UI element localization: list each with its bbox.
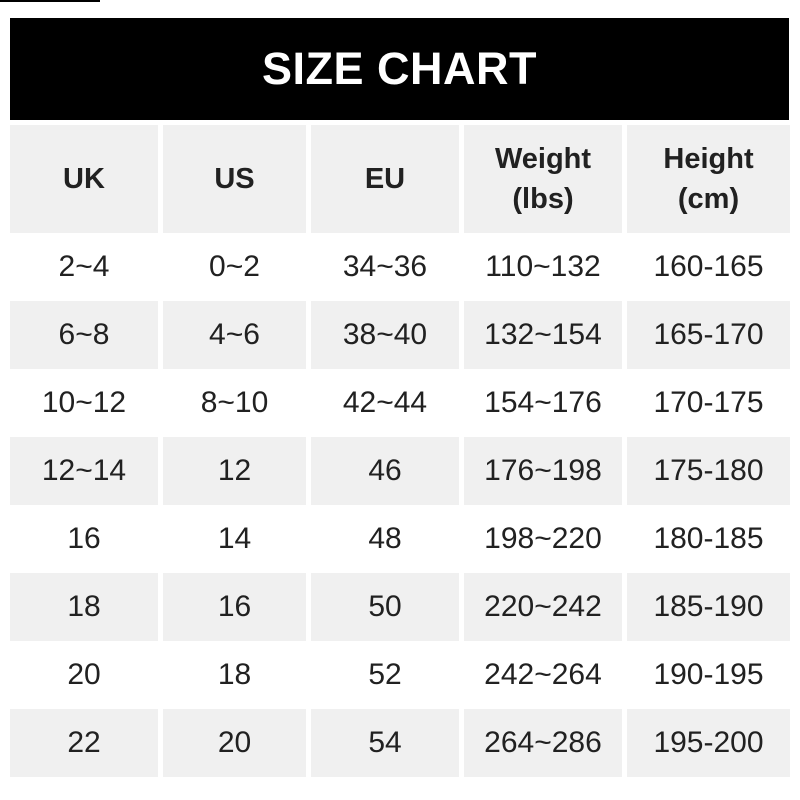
table-cell: 180-185 bbox=[627, 505, 790, 573]
table-cell: 264~286 bbox=[464, 709, 622, 777]
table-cell: 10~12 bbox=[10, 369, 158, 437]
table-cell: 20 bbox=[163, 709, 306, 777]
table-cell: 38~40 bbox=[311, 301, 459, 369]
column-header-label: US bbox=[214, 162, 255, 195]
table-cell: 14 bbox=[163, 505, 306, 573]
column-header-unit: (cm) bbox=[677, 183, 740, 215]
table-cell: 22 bbox=[10, 709, 158, 777]
table-cell: 176~198 bbox=[464, 437, 622, 505]
size-chart-banner: SIZE CHART bbox=[10, 18, 789, 120]
top-left-edge-line bbox=[0, 0, 100, 2]
column-header-label: Height bbox=[663, 142, 754, 175]
table-cell: 220~242 bbox=[464, 573, 622, 641]
table-cell: 34~36 bbox=[311, 233, 459, 301]
table-cell: 50 bbox=[311, 573, 459, 641]
table-cell: 110~132 bbox=[464, 233, 622, 301]
table-cell: 154~176 bbox=[464, 369, 622, 437]
column-header-eu: EU bbox=[311, 125, 459, 233]
table-cell: 16 bbox=[163, 573, 306, 641]
table-cell: 170-175 bbox=[627, 369, 790, 437]
table-cell: 18 bbox=[10, 573, 158, 641]
column-header-label: EU bbox=[364, 162, 406, 195]
table-cell: 175-180 bbox=[627, 437, 790, 505]
column-header-us: US bbox=[163, 125, 306, 233]
table-cell: 190-195 bbox=[627, 641, 790, 709]
size-chart-table: UK US EU Weight (lbs) Height (cm) 2~4 0~2… bbox=[10, 125, 790, 777]
table-cell: 52 bbox=[311, 641, 459, 709]
table-cell: 46 bbox=[311, 437, 459, 505]
table-cell: 0~2 bbox=[163, 233, 306, 301]
column-header-weight: Weight (lbs) bbox=[464, 125, 622, 233]
table-cell: 12 bbox=[163, 437, 306, 505]
table-cell: 132~154 bbox=[464, 301, 622, 369]
table-cell: 42~44 bbox=[311, 369, 459, 437]
table-cell: 48 bbox=[311, 505, 459, 573]
page-title: SIZE CHART bbox=[262, 43, 537, 94]
table-cell: 12~14 bbox=[10, 437, 158, 505]
table-cell: 2~4 bbox=[10, 233, 158, 301]
table-cell: 20 bbox=[10, 641, 158, 709]
table-cell: 8~10 bbox=[163, 369, 306, 437]
table-cell: 198~220 bbox=[464, 505, 622, 573]
column-header-unit: (lbs) bbox=[512, 183, 574, 215]
table-cell: 16 bbox=[10, 505, 158, 573]
table-cell: 195-200 bbox=[627, 709, 790, 777]
table-cell: 6~8 bbox=[10, 301, 158, 369]
table-cell: 160-165 bbox=[627, 233, 790, 301]
table-cell: 185-190 bbox=[627, 573, 790, 641]
table-cell: 4~6 bbox=[163, 301, 306, 369]
table-cell: 242~264 bbox=[464, 641, 622, 709]
column-header-label: Weight bbox=[494, 142, 592, 175]
table-cell: 18 bbox=[163, 641, 306, 709]
column-header-label: UK bbox=[63, 162, 105, 195]
column-header-height: Height (cm) bbox=[627, 125, 790, 233]
table-cell: 54 bbox=[311, 709, 459, 777]
table-cell: 165-170 bbox=[627, 301, 790, 369]
column-header-uk: UK bbox=[10, 125, 158, 233]
